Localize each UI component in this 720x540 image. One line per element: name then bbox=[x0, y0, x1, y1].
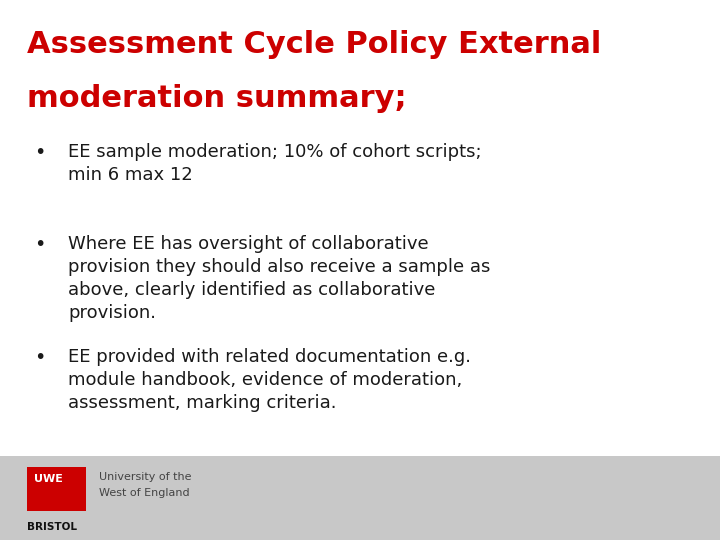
Text: UWE: UWE bbox=[34, 475, 63, 484]
Text: •: • bbox=[34, 235, 45, 254]
Text: EE sample moderation; 10% of cohort scripts;
min 6 max 12: EE sample moderation; 10% of cohort scri… bbox=[68, 143, 482, 184]
Text: West of England: West of England bbox=[99, 488, 190, 498]
Text: BRISTOL: BRISTOL bbox=[27, 522, 77, 532]
FancyBboxPatch shape bbox=[0, 456, 720, 540]
Text: Assessment Cycle Policy External: Assessment Cycle Policy External bbox=[27, 30, 602, 59]
FancyBboxPatch shape bbox=[27, 467, 86, 511]
Text: moderation summary;: moderation summary; bbox=[27, 84, 407, 113]
Text: EE provided with related documentation e.g.
module handbook, evidence of moderat: EE provided with related documentation e… bbox=[68, 348, 472, 412]
Text: Where EE has oversight of collaborative
provision they should also receive a sam: Where EE has oversight of collaborative … bbox=[68, 235, 491, 322]
Text: University of the: University of the bbox=[99, 472, 192, 483]
Text: •: • bbox=[34, 143, 45, 162]
Text: •: • bbox=[34, 348, 45, 367]
